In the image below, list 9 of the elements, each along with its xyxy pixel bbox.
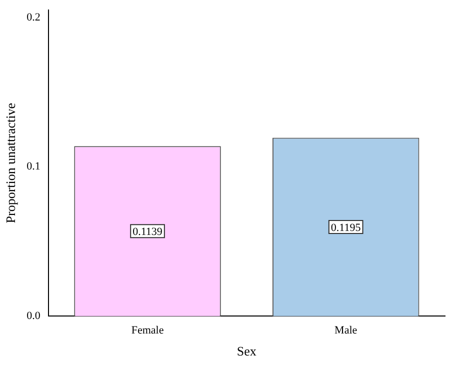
y-tick-label: 0.0 — [26, 310, 41, 322]
x-tick-label: Male — [334, 324, 358, 337]
data-label: 0.1195 — [330, 222, 362, 234]
y-tick-label: 0.1 — [26, 160, 40, 173]
y-axis-title: Proportion unattractive — [3, 102, 18, 224]
y-tick-label: 0.2 — [26, 11, 40, 24]
x-tick-label: Female — [131, 324, 164, 337]
x-axis-title: Sex — [236, 344, 257, 359]
data-label: 0.1139 — [132, 226, 163, 238]
